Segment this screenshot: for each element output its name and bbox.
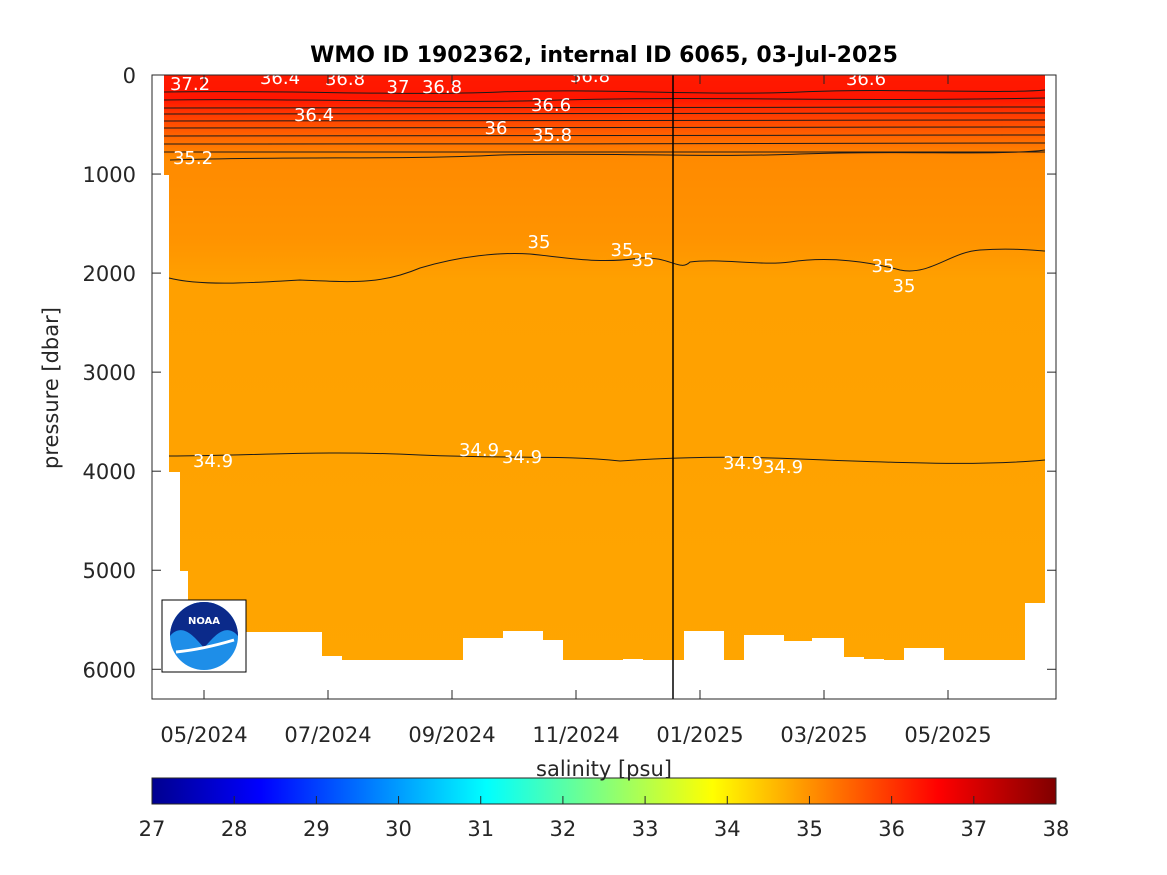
contour-label: 37.2 (170, 74, 210, 95)
contour-label: 36.6 (531, 95, 571, 116)
colorbar-label: salinity [psu] (536, 757, 672, 781)
x-tick-label: 05/2024 (160, 723, 247, 747)
contour-label: 36.8 (422, 77, 462, 98)
contour-label: 36.8 (570, 66, 610, 87)
x-tick-label: 01/2025 (656, 723, 743, 747)
colorbar-tick-label: 37 (960, 817, 987, 841)
contour-label: 36.8 (325, 69, 365, 90)
colorbar-tick-label: 28 (221, 817, 248, 841)
contour-label: 34.9 (763, 457, 803, 478)
contour-label: 36.4 (260, 68, 300, 89)
contour-labels: 36.4 36.8 37 37.2 36.8 36.8 36.6 36.4 36 35.8 36.6… (170, 66, 916, 478)
colorbar-tick-label: 34 (714, 817, 741, 841)
colorbar-tick-label: 38 (1043, 817, 1070, 841)
colorbar-tick-label: 32 (550, 817, 577, 841)
y-tick-label: 6000 (83, 658, 136, 682)
y-tick-label: 5000 (83, 559, 136, 583)
y-tick-label: 2000 (83, 262, 136, 286)
x-tick-label: 07/2024 (284, 723, 371, 747)
contour-label: 36.4 (294, 105, 334, 126)
contour-label: 35.2 (173, 148, 213, 169)
y-tick-label: 0 (123, 64, 136, 88)
salinity-fill (164, 75, 1045, 660)
chart-title: WMO ID 1902362, internal ID 6065, 03-Jul… (310, 43, 898, 68)
contour-label: 34.9 (723, 453, 763, 474)
y-tick-label: 4000 (83, 460, 136, 484)
contour-label: 35 (893, 276, 916, 297)
x-tick-label: 03/2025 (780, 723, 867, 747)
contour-label: 34.9 (193, 451, 233, 472)
x-tick-label: 09/2024 (408, 723, 495, 747)
x-axis-ticks: 05/2024 07/2024 09/2024 11/2024 01/2025 03/20… (160, 75, 992, 747)
noaa-logo: NOAA (161, 599, 247, 673)
contour-label: 35.8 (532, 125, 572, 146)
y-axis-label: pressure [dbar] (39, 307, 63, 469)
colorbar-tick-label: 35 (796, 817, 823, 841)
y-tick-label: 1000 (83, 163, 136, 187)
contour-label: 36.6 (846, 69, 886, 90)
contour-label: 35 (872, 256, 895, 277)
salinity-field: 36.4 36.8 37 37.2 36.8 36.8 36.6 36.4 36 35.8 36.6… (152, 66, 1056, 699)
colorbar-tick-label: 33 (632, 817, 659, 841)
contour-label: 35 (632, 250, 655, 271)
colorbar-tick-label: 29 (303, 817, 330, 841)
y-tick-label: 3000 (83, 361, 136, 385)
colorbar (151, 777, 1057, 805)
y-axis-ticks: 0 1000 2000 3000 4000 5000 6000 (83, 64, 1056, 682)
colorbar-tick-label: 30 (385, 817, 412, 841)
contour-label: 34.9 (502, 447, 542, 468)
x-tick-label: 11/2024 (532, 723, 619, 747)
svg-text:NOAA: NOAA (188, 616, 220, 627)
plot-axes-box (151, 74, 1057, 700)
colorbar-tick-label: 31 (467, 817, 494, 841)
contour-label: 35 (611, 240, 634, 261)
contour-label: 37 (387, 77, 410, 98)
colorbar-tick-label: 36 (878, 817, 905, 841)
contour-label: 36 (485, 118, 508, 139)
colorbar-ticks: 27 28 29 30 31 32 33 34 35 36 37 38 (139, 796, 1070, 841)
contour-label: 34.9 (459, 440, 499, 461)
contour-label: 35 (528, 232, 551, 253)
x-tick-label: 05/2025 (904, 723, 991, 747)
colorbar-tick-label: 27 (139, 817, 166, 841)
